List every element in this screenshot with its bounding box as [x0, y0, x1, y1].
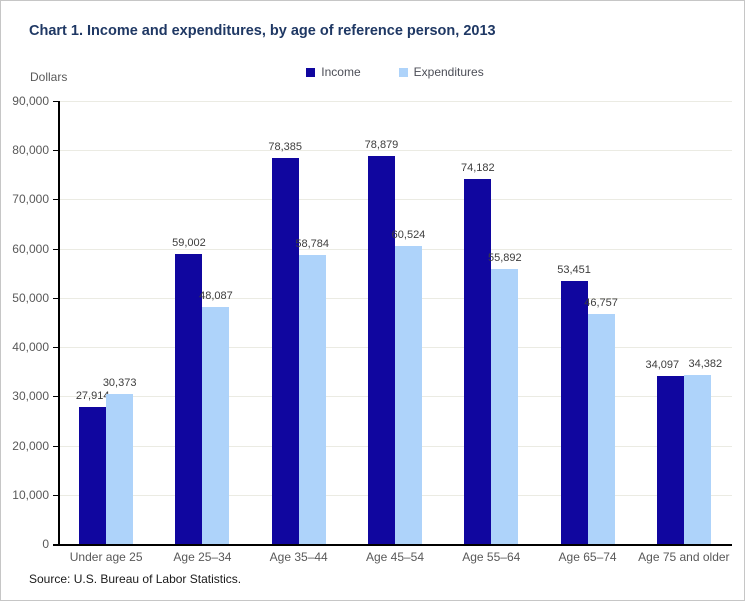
- y-tick-mark: [53, 249, 58, 250]
- data-label-expenditures: 60,524: [391, 229, 426, 241]
- x-category-label: Under age 25: [69, 550, 143, 564]
- gridline: [58, 101, 732, 102]
- y-tick-mark: [53, 101, 58, 102]
- y-tick-label: 70,000: [12, 192, 49, 206]
- bar-expenditures: [491, 269, 519, 544]
- bar-group: 74,182 55,892: [443, 101, 539, 544]
- x-category-label: Age 25–34: [173, 550, 232, 564]
- bar-expenditures: [202, 307, 230, 544]
- bar-expenditures: [683, 375, 711, 544]
- x-category-label: Age 35–44: [269, 550, 328, 564]
- data-label-income: 53,451: [557, 264, 591, 276]
- gridline: [58, 199, 732, 200]
- bar-group: 53,451 46,757: [539, 101, 635, 544]
- data-label-income: 78,879: [364, 139, 399, 151]
- y-tick-label: 60,000: [12, 242, 49, 256]
- bar-income: [560, 281, 588, 544]
- data-label-expenditures: 30,373: [102, 377, 137, 389]
- x-axis: Under age 25 Age 25–34 Age 35–44 Age 45–54 A…: [58, 550, 732, 566]
- bar-income: [367, 156, 395, 544]
- y-tick-mark: [53, 298, 58, 299]
- bar-group: 27,914 30,373: [58, 101, 154, 544]
- legend-item-expenditures: Expenditures: [398, 65, 484, 79]
- y-tick-label: 80,000: [12, 143, 49, 157]
- source-note: Source: U.S. Bureau of Labor Statistics.: [29, 572, 242, 586]
- y-tick-label: 20,000: [12, 439, 49, 453]
- legend-swatch-income: [306, 67, 316, 77]
- y-axis-line: [58, 101, 60, 546]
- y-axis-title: Dollars: [30, 70, 68, 84]
- x-axis-line: [53, 544, 732, 546]
- data-label-expenditures: 46,757: [584, 297, 618, 309]
- legend-label: Income: [321, 65, 361, 79]
- bar-income: [656, 376, 684, 544]
- chart-title: Chart 1. Income and expenditures, by age…: [29, 23, 496, 39]
- x-category-label: Age 65–74: [558, 550, 617, 564]
- bar-expenditures: [587, 314, 615, 544]
- data-label-expenditures: 34,382: [688, 358, 723, 370]
- y-tick-mark: [53, 396, 58, 397]
- data-label-expenditures: 58,784: [295, 238, 330, 250]
- bar-income: [175, 254, 203, 544]
- x-category-label: Age 45–54: [365, 550, 425, 564]
- x-category-label: Age 55–64: [462, 550, 521, 564]
- data-label-income: 59,002: [172, 237, 206, 249]
- y-tick-mark: [53, 347, 58, 348]
- data-label-expenditures: 48,087: [199, 290, 233, 302]
- legend-item-income: Income: [306, 65, 361, 79]
- bar-group: 59,002 48,087: [154, 101, 250, 544]
- data-label-expenditures: 55,892: [487, 252, 522, 264]
- bar-income: [464, 179, 492, 544]
- bar-group: 78,879 60,524: [347, 101, 443, 544]
- y-tick-label: 0: [42, 537, 49, 551]
- bar-expenditures: [394, 246, 422, 544]
- gridline: [58, 150, 732, 151]
- y-tick-label: 50,000: [12, 291, 49, 305]
- bar-expenditures: [106, 394, 134, 544]
- y-tick-label: 90,000: [12, 94, 49, 108]
- y-tick-label: 30,000: [12, 389, 49, 403]
- y-tick-mark: [53, 495, 58, 496]
- data-label-income: 74,182: [460, 162, 495, 174]
- y-tick-label: 40,000: [12, 340, 49, 354]
- data-label-income: 27,914: [75, 390, 110, 402]
- bar-income: [79, 407, 107, 544]
- legend-label: Expenditures: [413, 65, 484, 79]
- plot-area: 27,914 30,373 59,002 48,087 78,385 58,784 78,8…: [58, 101, 732, 544]
- bar-group: 34,097 34,382: [636, 101, 732, 544]
- x-category-label: Age 75 and older: [638, 550, 730, 564]
- data-label-income: 78,385: [268, 141, 303, 153]
- y-tick-mark: [53, 446, 58, 447]
- bar-income: [271, 158, 299, 544]
- bar-group: 78,385 58,784: [251, 101, 347, 544]
- y-tick-mark: [53, 199, 58, 200]
- y-tick-label: 10,000: [12, 488, 49, 502]
- data-label-income: 34,097: [645, 359, 680, 371]
- bar-expenditures: [298, 255, 326, 544]
- legend: Income Expenditures: [58, 65, 732, 79]
- legend-swatch-expenditures: [398, 67, 408, 77]
- y-axis: 0 10,000 20,000 30,000 40,000 50,000 60,000 70,…: [1, 94, 58, 551]
- y-tick-mark: [53, 150, 58, 151]
